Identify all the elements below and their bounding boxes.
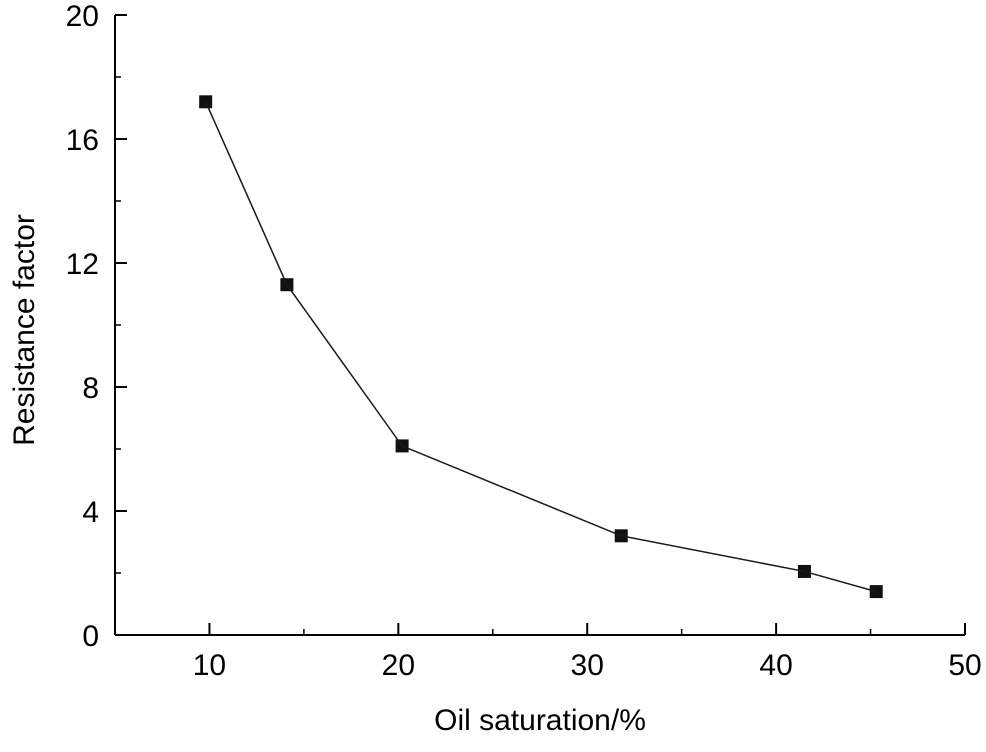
y-tick-label: 8 (82, 372, 99, 405)
y-tick-label: 4 (82, 496, 99, 529)
y-tick-label: 12 (66, 248, 99, 281)
x-tick-label: 30 (571, 649, 604, 682)
y-tick-label: 20 (66, 0, 99, 33)
series-line (204, 101, 877, 593)
x-axis-label: Oil saturation/% (434, 704, 646, 737)
x-tick-label: 20 (382, 649, 415, 682)
x-tick-label: 10 (193, 649, 226, 682)
y-axis-label: Resistance factor (8, 214, 41, 446)
x-tick-label: 40 (759, 649, 792, 682)
x-tick-label: 50 (948, 649, 981, 682)
y-tick-label: 0 (82, 620, 99, 653)
y-tick-label: 16 (66, 124, 99, 157)
